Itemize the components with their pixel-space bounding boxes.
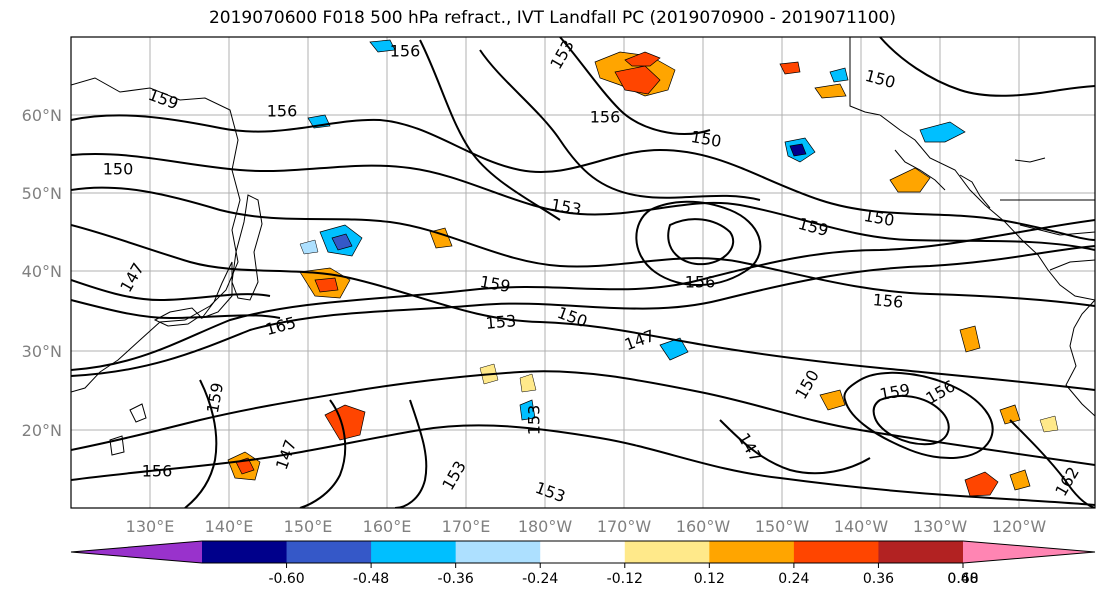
contour-label: 150 bbox=[103, 160, 134, 179]
contour-label: 156 bbox=[142, 462, 173, 481]
colorbar-segment bbox=[371, 541, 457, 563]
latitude-label: 30°N bbox=[22, 342, 62, 361]
colorbar-tick-label: -0.36 bbox=[438, 571, 474, 587]
longitude-label: 160°W bbox=[676, 517, 731, 536]
longitude-label: 130°W bbox=[913, 517, 968, 536]
colorbar-segment bbox=[709, 541, 795, 563]
colorbar-tick-label: 0.12 bbox=[694, 571, 725, 587]
colorbar-extend-max bbox=[963, 541, 1095, 563]
colorbar-segment bbox=[286, 541, 372, 563]
colorbar-tick-label: -0.60 bbox=[268, 571, 304, 587]
graticule bbox=[71, 37, 1095, 508]
colorbar-segment bbox=[793, 541, 879, 563]
contour-label: 156 bbox=[685, 273, 716, 292]
map-title: 2019070600 F018 500 hPa refract., IVT La… bbox=[208, 8, 896, 28]
longitude-label: 160°E bbox=[363, 517, 412, 536]
contour-label: 156 bbox=[390, 42, 421, 61]
longitude-label: 140°E bbox=[205, 517, 254, 536]
longitude-label: 150°E bbox=[284, 517, 333, 536]
longitude-label: 140°W bbox=[834, 517, 889, 536]
longitude-label: 170°W bbox=[597, 517, 652, 536]
contour-label: 153 bbox=[485, 311, 517, 333]
contour-lines bbox=[71, 37, 1095, 508]
contour-label: 156 bbox=[872, 290, 904, 312]
latitude-labels: 60°N 50°N 40°N 30°N 20°N bbox=[22, 106, 62, 440]
longitude-label: 150°W bbox=[755, 517, 810, 536]
contour-label: 156 bbox=[590, 108, 621, 127]
latitude-label: 60°N bbox=[22, 106, 62, 125]
longitude-label: 130°E bbox=[126, 517, 175, 536]
coastlines bbox=[71, 37, 1095, 456]
colorbar-segment bbox=[624, 541, 710, 563]
colorbar-outline bbox=[70, 540, 1096, 564]
colorbar-tick-label: -0.12 bbox=[607, 571, 643, 587]
colorbar-extend-min bbox=[71, 541, 202, 563]
longitude-label: 120°W bbox=[992, 517, 1047, 536]
latitude-label: 20°N bbox=[22, 421, 62, 440]
longitude-label: 170°E bbox=[442, 517, 491, 536]
contour-label: 156 bbox=[267, 102, 298, 121]
map-frame bbox=[70, 36, 1096, 509]
latitude-label: 40°N bbox=[22, 262, 62, 281]
colorbar-segment bbox=[455, 541, 541, 563]
colorbar-tick-label: 0.24 bbox=[778, 571, 809, 587]
colorbar-tick-label: 0.36 bbox=[863, 571, 894, 587]
latitude-label: 50°N bbox=[22, 184, 62, 203]
colorbar: -0.60 -0.48 -0.36 -0.24 -0.12 0.12 0.24 0.36 0.4… bbox=[70, 540, 1096, 587]
colorbar-tick-label: 0.48 bbox=[947, 571, 978, 587]
contour-label: 153 bbox=[525, 405, 544, 436]
colorbar-tick-label: -0.24 bbox=[522, 571, 558, 587]
longitude-label: 180°W bbox=[518, 517, 573, 536]
colorbar-segment bbox=[540, 541, 626, 563]
colorbar-segment bbox=[878, 541, 964, 563]
colorbar-tick-label: 0.60 bbox=[947, 571, 978, 587]
colorbar-segment bbox=[202, 541, 288, 563]
longitude-labels: 130°E 140°E 150°E 160°E 170°E 180°W 170°W 160°W… bbox=[126, 517, 1047, 536]
colorbar-tick-label: -0.48 bbox=[353, 571, 389, 587]
